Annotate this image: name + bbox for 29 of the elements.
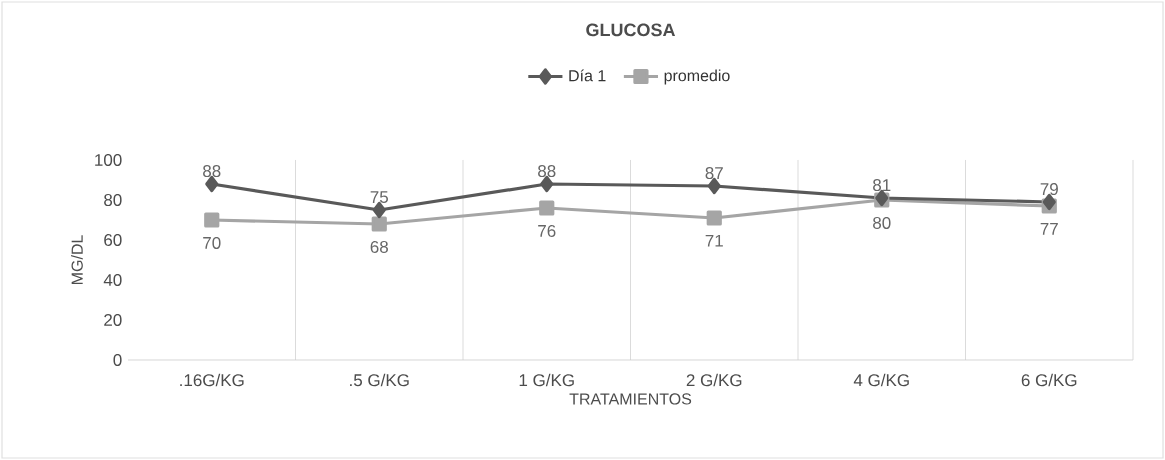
y-tick-label: 40 — [103, 273, 122, 287]
x-tick-label: 1 G/KG — [519, 373, 574, 387]
data-label: 79 — [1040, 183, 1058, 196]
legend-label: promedio — [664, 69, 730, 85]
data-label: 87 — [705, 167, 723, 180]
y-tick-label: 60 — [104, 233, 122, 247]
data-label: 88 — [538, 165, 556, 178]
data-label: 77 — [1040, 222, 1058, 235]
data-label: 75 — [370, 191, 388, 204]
x-tick-label: 2 G/KG — [686, 373, 742, 387]
chart-title: GLUCOSA — [586, 23, 676, 37]
y-tick-label: 100 — [95, 153, 122, 166]
data-label: 88 — [203, 165, 221, 178]
data-label: 80 — [873, 216, 891, 229]
x-tick-label: 6 G/KG — [1021, 373, 1077, 387]
legend-label: Día 1 — [569, 69, 606, 82]
x-tick-label: .5 G/KG — [350, 373, 409, 387]
x-tick-label: .16G/KG — [180, 373, 244, 387]
data-label: 76 — [538, 224, 556, 237]
y-axis-title: MG/DL — [71, 235, 83, 285]
x-tick-label: 4 G/KG — [853, 373, 909, 387]
data-label: 68 — [370, 240, 388, 253]
y-tick-label: 20 — [104, 313, 122, 327]
y-tick-label: 0 — [113, 353, 122, 367]
data-label: 71 — [705, 234, 723, 247]
data-label: 81 — [873, 179, 891, 192]
data-label: 70 — [203, 236, 221, 249]
y-tick-label: 80 — [104, 193, 122, 206]
x-axis-title: TRATAMIENTOS — [569, 393, 692, 405]
